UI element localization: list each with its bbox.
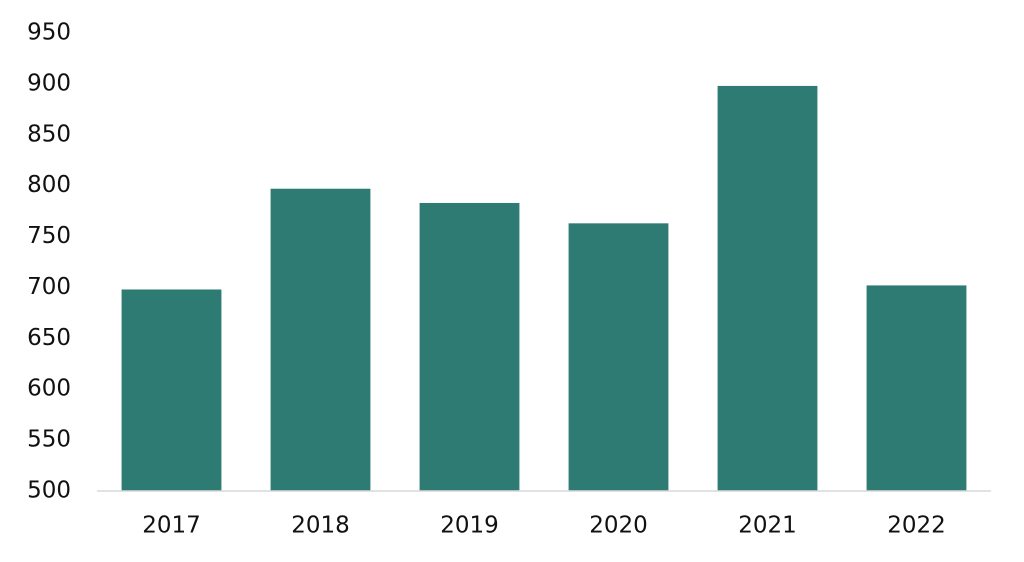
y-tick-label: 850: [27, 121, 71, 147]
y-tick-label: 900: [27, 70, 71, 96]
x-tick-label: 2022: [887, 513, 946, 539]
x-tick-label: 2020: [589, 513, 648, 539]
bar: [568, 223, 669, 491]
y-tick-label: 600: [27, 376, 71, 402]
bar: [866, 285, 967, 491]
y-tick-label: 950: [27, 20, 71, 46]
x-tick-label: 2021: [738, 513, 797, 539]
y-tick-label: 650: [27, 325, 71, 351]
x-tick-label: 2018: [291, 513, 350, 539]
bar: [419, 202, 520, 492]
bar: [121, 289, 222, 491]
bar: [270, 188, 371, 491]
y-tick-label: 550: [27, 427, 71, 453]
y-tick-label: 500: [27, 478, 71, 504]
y-tick-label: 800: [27, 172, 71, 198]
x-tick-label: 2019: [440, 513, 499, 539]
y-tick-label: 750: [27, 223, 71, 249]
x-tick-label: 2017: [142, 513, 201, 539]
y-tick-label: 700: [27, 274, 71, 300]
bar: [717, 85, 818, 492]
